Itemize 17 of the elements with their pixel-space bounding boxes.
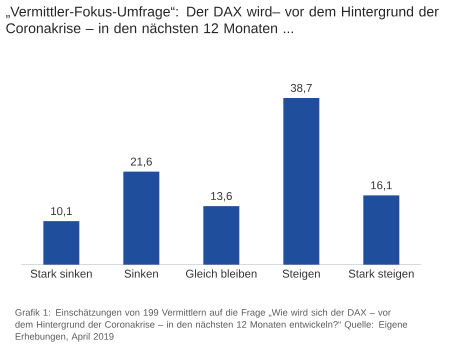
x-tick-label: Stark steigen xyxy=(348,269,414,280)
bar xyxy=(203,206,240,265)
text: Grafik 1: Einschätzungen von 199 Vermittlern auf die Frage „Wie wird sich der DAX – vor dem Hintergrund der Coronakrise – in den nächsten 12 Monaten entwickeln?“ Quelle: Eigene Erhebungen, April 2019 xyxy=(15,308,408,342)
bar xyxy=(43,221,80,265)
data-label: 10,1 xyxy=(51,207,72,216)
data-label: 21,6 xyxy=(130,158,152,167)
x-tick-label: Stark sinken xyxy=(30,269,92,278)
bar xyxy=(363,195,400,265)
chart-title: „Vermittler-Fokus-Umfrage“: Der DAX wird– vor dem Hintergrund der Coronakrise – in den nächsten 12 Monaten ... xyxy=(6,6,439,34)
data-label: 16,1 xyxy=(371,181,392,191)
x-tick-label: Sinken xyxy=(124,269,158,278)
data-label: 38,7 xyxy=(290,84,312,94)
bar xyxy=(283,98,320,265)
x-tick-label: Gleich bleiben xyxy=(186,269,256,278)
bar xyxy=(123,172,160,265)
data-label: 13,6 xyxy=(211,192,232,202)
x-tick-label: Steigen xyxy=(282,269,320,280)
